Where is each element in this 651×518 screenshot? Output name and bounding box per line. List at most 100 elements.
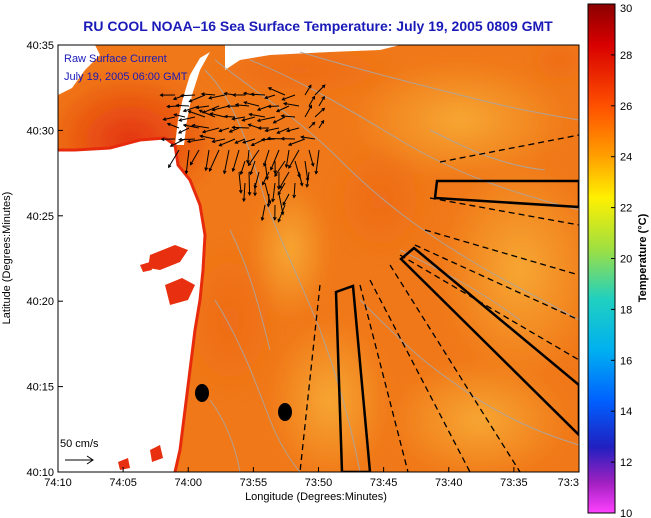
current-vector: [178, 127, 190, 134]
current-vector-head: [166, 122, 171, 127]
current-vector-head: [320, 119, 325, 124]
current-vector: [288, 149, 300, 169]
x-tick-label: 73:3: [558, 477, 579, 489]
current-vector-head: [234, 140, 239, 144]
current-vector: [174, 114, 186, 118]
current-vector: [306, 171, 310, 187]
current-vector: [273, 116, 286, 124]
current-vector: [232, 149, 240, 172]
current-vector-head: [271, 198, 276, 203]
current-vector: [282, 193, 290, 206]
y-tick-label: 40:20: [26, 296, 54, 308]
current-vector: [219, 127, 230, 132]
x-tick-label: 73:45: [370, 477, 398, 489]
current-vector: [238, 171, 242, 193]
x-tick-label: 74:10: [44, 477, 72, 489]
current-vector-head: [247, 162, 252, 167]
current-vector: [224, 116, 236, 118]
current-vector: [232, 116, 246, 120]
current-vector: [274, 160, 286, 177]
current-vector: [244, 101, 260, 107]
x-tick-label: 74:05: [109, 477, 137, 489]
current-vector: [179, 116, 196, 121]
current-vector: [277, 127, 290, 134]
current-vector-head: [260, 217, 265, 222]
current-vector-head: [267, 87, 272, 91]
current-vector: [308, 122, 316, 129]
current-vector: [288, 138, 306, 146]
current-vector: [180, 94, 196, 97]
current-vector-head: [168, 164, 172, 169]
current-vector: [298, 171, 303, 186]
current-vector-head: [285, 128, 291, 133]
current-vector: [189, 94, 206, 103]
current-vector: [168, 149, 180, 168]
current-vector-head: [200, 92, 205, 96]
current-vector-head: [166, 104, 171, 109]
current-vector: [277, 182, 286, 195]
current-vector: [264, 94, 276, 99]
map-title: RU COOL NOAA–16 Sea Surface Temperature:…: [83, 18, 553, 34]
current-vector-head: [249, 171, 254, 176]
current-vector: [277, 204, 286, 222]
current-vector: [208, 94, 226, 99]
current-vector-head: [226, 104, 231, 109]
current-vector: [235, 104, 250, 107]
current-vector: [281, 115, 296, 118]
current-vector: [205, 149, 210, 171]
current-vector-head: [282, 201, 286, 206]
y-tick-label: 40:25: [26, 211, 54, 223]
current-vector-head: [321, 84, 326, 89]
current-vector-head: [248, 112, 253, 117]
current-vector: [247, 149, 250, 163]
current-vector-head: [321, 95, 325, 100]
current-vector-head: [281, 97, 286, 101]
current-vector-head: [231, 125, 236, 130]
current-vector: [248, 124, 260, 129]
colorbar-tick-label: 16: [620, 355, 632, 367]
current-vector-head: [282, 102, 288, 106]
current-vector: [304, 85, 312, 96]
current-vector: [183, 124, 200, 129]
current-vector-head: [310, 162, 315, 167]
current-vector: [301, 136, 316, 140]
land-northwest: [58, 45, 100, 95]
current-vector-head: [260, 137, 265, 142]
colorbar-tick-label: 30: [620, 3, 632, 15]
current-vector-head: [243, 101, 248, 105]
current-vector: [235, 138, 246, 144]
colorbar-tick-label: 14: [620, 406, 632, 418]
current-vector-head: [189, 161, 194, 166]
current-vector: [240, 160, 246, 175]
current-vector: [179, 138, 196, 141]
current-vector: [282, 94, 296, 101]
current-vector-head: [257, 126, 262, 130]
current-vector: [318, 120, 325, 129]
current-vector-head: [179, 93, 184, 98]
current-vector-head: [267, 104, 272, 109]
current-vector: [294, 160, 301, 178]
current-vector-head: [160, 137, 165, 142]
current-vector-head: [264, 95, 269, 100]
current-vector-head: [242, 198, 246, 203]
current-vector-head: [198, 109, 203, 114]
current-vector-head: [208, 95, 213, 100]
current-vector-head: [272, 216, 277, 221]
current-vector-head: [321, 107, 326, 112]
x-tick-label: 73:40: [435, 477, 463, 489]
current-vector-head: [191, 123, 196, 128]
current-vector: [199, 109, 216, 118]
current-vector: [257, 105, 270, 111]
current-vector-head: [266, 203, 271, 208]
current-vector: [243, 182, 246, 202]
current-vector: [265, 127, 280, 132]
current-vector: [304, 105, 312, 118]
current-vector-head: [242, 91, 247, 96]
scale-label: 50 cm/s: [60, 438, 99, 450]
current-vector: [249, 113, 266, 118]
current-vector-head: [238, 189, 243, 194]
current-vector-head: [231, 116, 236, 121]
current-vector-head: [288, 165, 292, 169]
current-vector-head: [247, 191, 252, 196]
